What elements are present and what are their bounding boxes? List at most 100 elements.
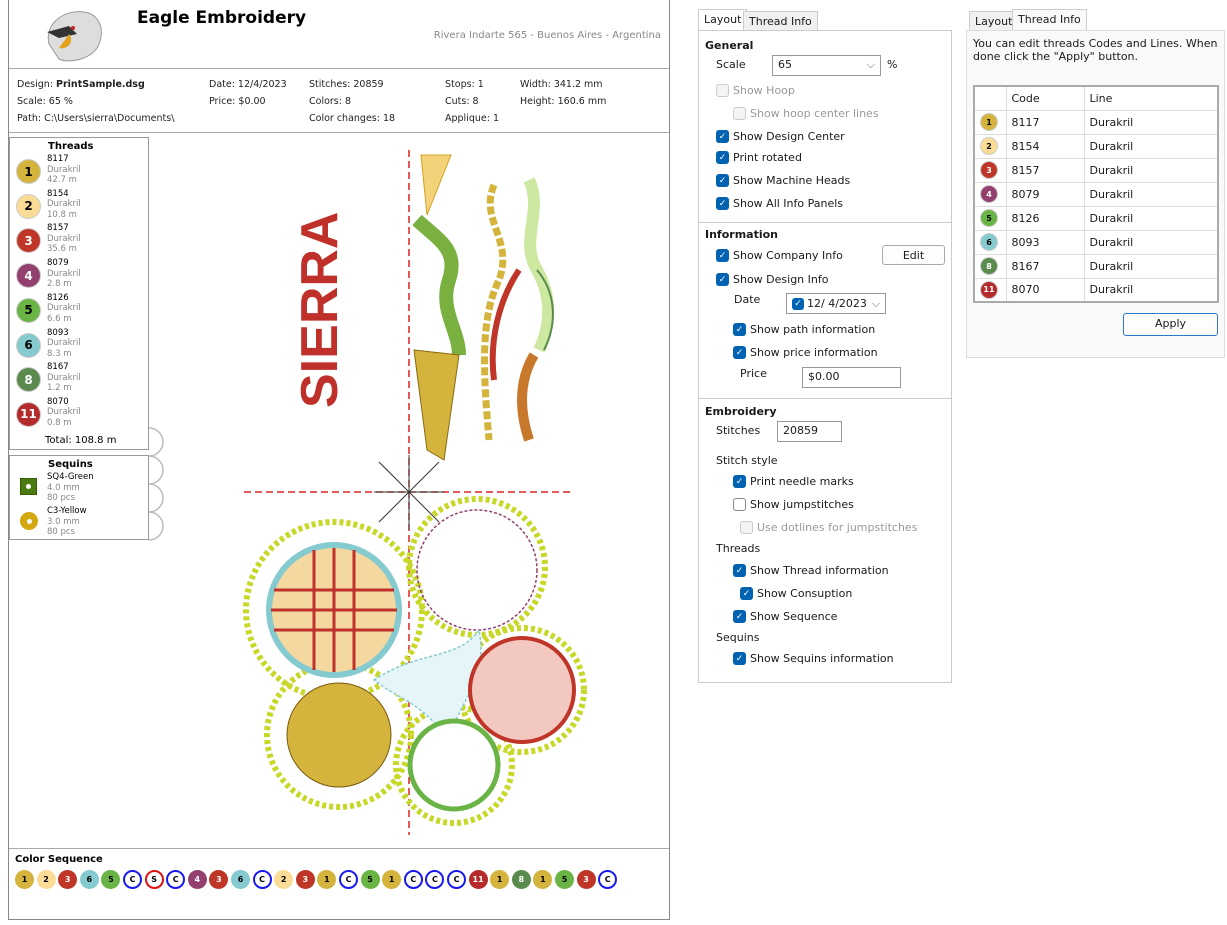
design-height: Height: 160.6 mm: [520, 96, 607, 107]
sequence-step: C: [598, 870, 618, 889]
price-label: Price: [740, 367, 767, 380]
show-machine-heads-checkbox[interactable]: ✓ Show Machine Heads: [716, 174, 850, 187]
thread-row[interactable]: 5 8126 Durakril: [973, 205, 1219, 231]
round-sequin-icon: [20, 512, 38, 530]
price-input[interactable]: $0.00: [802, 367, 901, 388]
use-dotlines-checkbox[interactable]: Use dotlines for jumpstitches: [740, 521, 917, 534]
sequence-step: 5: [360, 870, 380, 889]
thread-code-cell[interactable]: 8126: [1005, 205, 1085, 231]
tab-thread-info[interactable]: Thread Info: [743, 11, 818, 31]
thread-line-cell[interactable]: Durakril: [1083, 229, 1219, 255]
stitches-input[interactable]: 20859: [777, 421, 842, 442]
thread-code-cell[interactable]: 8157: [1005, 157, 1085, 183]
thread-code-cell[interactable]: 8154: [1005, 133, 1085, 159]
thread-line-cell[interactable]: Durakril: [1083, 181, 1219, 207]
show-design-info-checkbox[interactable]: ✓ Show Design Info: [716, 273, 828, 286]
thread-color-icon: 6: [16, 332, 41, 358]
company-address: Rivera Indarte 565 - Buenos Aires - Arge…: [433, 30, 661, 41]
thread-item: 8167 Durakril 1.2 m: [47, 362, 81, 394]
edit-button[interactable]: Edit: [882, 245, 945, 265]
section-information: Information: [705, 228, 778, 241]
chevron-down-icon: ⌵: [866, 58, 875, 71]
thread-row[interactable]: 1 8117 Durakril: [973, 109, 1219, 135]
thread-code-cell[interactable]: 8070: [1005, 277, 1085, 303]
design-center-crosshair: [374, 455, 444, 530]
show-hoop-center-checkbox[interactable]: Show hoop center lines: [733, 107, 879, 120]
scale-label: Scale: [716, 58, 746, 71]
thread-row[interactable]: 8 8167 Durakril: [973, 253, 1219, 279]
thread-color-icon: 3: [980, 161, 998, 179]
apply-button[interactable]: Apply: [1123, 313, 1218, 336]
print-rotated-checkbox[interactable]: ✓ Print rotated: [716, 151, 802, 164]
show-company-info-checkbox[interactable]: ✓ Show Company Info: [716, 249, 843, 262]
divider: [699, 222, 951, 223]
thread-line-cell[interactable]: Durakril: [1083, 205, 1219, 231]
show-consumption-checkbox[interactable]: ✓ Show Consuption: [740, 587, 852, 600]
show-design-center-checkbox[interactable]: ✓ Show Design Center: [716, 130, 845, 143]
show-hoop-checkbox[interactable]: Show Hoop: [716, 84, 795, 97]
company-name: Eagle Embroidery: [137, 8, 307, 28]
thread-item: 8126 Durakril 6.6 m: [47, 292, 81, 324]
thread-row[interactable]: 3 8157 Durakril: [973, 157, 1219, 183]
sequence-step: 3: [295, 870, 315, 889]
thread-color-icon: 4: [16, 263, 41, 289]
thread-color-icon: 1: [980, 113, 998, 131]
show-path-checkbox[interactable]: ✓ Show path information: [733, 323, 875, 336]
thread-code-cell[interactable]: 8117: [1005, 109, 1085, 135]
sequence-step: 6: [231, 870, 250, 889]
date-picker[interactable]: ✓ 12/ 4/2023 ⌵: [786, 293, 886, 314]
color-sequence-title: Color Sequence: [15, 854, 103, 865]
sequence-step: C: [166, 870, 186, 889]
stitches-label: Stitches: [716, 424, 761, 437]
stitch-style-label: Stitch style: [716, 454, 778, 467]
thread-line-cell[interactable]: Durakril: [1083, 253, 1219, 279]
thread-color-icon: 11: [16, 401, 41, 427]
show-sequins-checkbox[interactable]: ✓ Show Sequins information: [733, 652, 894, 665]
tab-layout[interactable]: Layout: [969, 11, 1019, 31]
sequence-step: 1: [317, 870, 337, 889]
show-thread-info-checkbox[interactable]: ✓ Show Thread information: [733, 564, 889, 577]
sequence-step: C: [339, 870, 358, 889]
date-label: Date: [734, 293, 761, 306]
sequins-panel: Sequins SQ4-Green 4.0 mm 80 pcs C3-Yellow 3…: [9, 455, 149, 540]
sequence-step: C: [425, 870, 445, 889]
thread-row[interactable]: 6 8093 Durakril: [973, 229, 1219, 255]
thread-row[interactable]: 2 8154 Durakril: [973, 133, 1219, 159]
show-sequence-checkbox[interactable]: ✓ Show Sequence: [733, 610, 837, 623]
divider: [9, 132, 669, 133]
print-needle-marks-checkbox[interactable]: ✓ Print needle marks: [733, 475, 854, 488]
show-price-checkbox[interactable]: ✓ Show price information: [733, 346, 878, 359]
thread-code-cell[interactable]: 8167: [1005, 253, 1085, 279]
embroidery-design: SIERRA: [243, 150, 587, 835]
sequence-step: 1: [490, 870, 510, 889]
thread-row[interactable]: 11 8070 Durakril: [973, 277, 1219, 303]
eagle-logo: [47, 11, 102, 62]
thread-code-cell[interactable]: 8093: [1005, 229, 1085, 255]
scale-select[interactable]: 65 ⌵: [772, 55, 881, 76]
design-stitches: Stitches: 20859: [309, 79, 384, 90]
threads-label: Threads: [716, 542, 761, 555]
tab-layout[interactable]: Layout: [698, 9, 748, 31]
thread-info-description: You can edit threads Codes and Lines. Wh…: [973, 37, 1218, 63]
sequence-step: 3: [209, 870, 229, 889]
thread-line-cell[interactable]: Durakril: [1083, 277, 1219, 303]
thread-code-cell[interactable]: 8079: [1005, 181, 1085, 207]
thread-color-icon: 1: [16, 159, 41, 184]
thread-row[interactable]: 4 8079 Durakril: [973, 181, 1219, 207]
thread-line-cell[interactable]: Durakril: [1083, 157, 1219, 183]
tab-thread-info[interactable]: Thread Info: [1012, 9, 1087, 31]
sequence-step: 1: [382, 870, 402, 889]
divider: [9, 848, 669, 849]
thread-color-icon: 3: [16, 228, 41, 254]
sequence-step: C: [123, 870, 142, 889]
show-all-info-checkbox[interactable]: ✓ Show All Info Panels: [716, 197, 843, 210]
thread-line-cell[interactable]: Durakril: [1083, 109, 1219, 135]
show-jumpstitches-checkbox[interactable]: Show jumpstitches: [733, 498, 854, 511]
thread-item: 8079 Durakril 2.8 m: [47, 258, 81, 290]
thread-color-icon: 11: [980, 280, 998, 299]
sequence-step: 6: [79, 870, 99, 889]
thread-item: 8093 Durakril 8.3 m: [47, 327, 81, 359]
thread-line-cell[interactable]: Durakril: [1083, 133, 1219, 159]
sequence-step: 4: [187, 870, 207, 889]
